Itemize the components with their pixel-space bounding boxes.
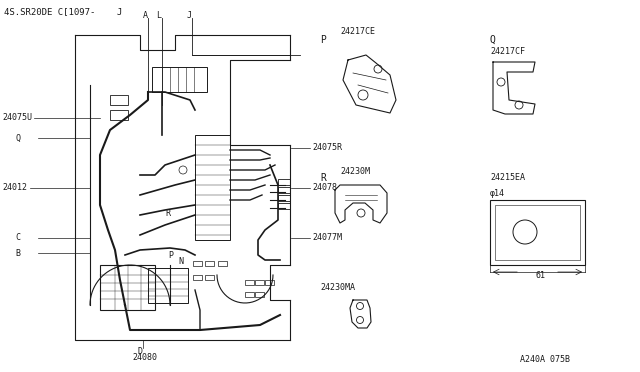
- Bar: [205, 261, 214, 266]
- Bar: [193, 275, 202, 280]
- Text: Q: Q: [490, 35, 496, 45]
- Bar: [255, 280, 264, 285]
- Text: B: B: [15, 248, 20, 257]
- Text: 24075U: 24075U: [2, 113, 32, 122]
- Text: R: R: [320, 173, 326, 183]
- Text: 24217CE: 24217CE: [340, 28, 375, 36]
- Text: A: A: [143, 12, 147, 20]
- Text: L: L: [157, 12, 161, 20]
- Text: J: J: [186, 12, 191, 20]
- Text: 24080: 24080: [132, 353, 157, 362]
- Bar: [255, 292, 264, 297]
- Bar: [245, 292, 254, 297]
- Text: 24230MA: 24230MA: [320, 283, 355, 292]
- Text: 4S.SR20DE C[1097-    J: 4S.SR20DE C[1097- J: [4, 7, 122, 16]
- Bar: [495, 205, 580, 260]
- Text: P: P: [168, 250, 173, 260]
- Bar: [205, 275, 214, 280]
- Bar: [152, 67, 207, 92]
- Text: C: C: [15, 234, 20, 243]
- Text: 24075R: 24075R: [312, 144, 342, 153]
- Text: 24078: 24078: [312, 183, 337, 192]
- Text: D: D: [138, 347, 143, 356]
- Bar: [490, 200, 585, 265]
- Bar: [315, 0, 640, 372]
- Text: R: R: [165, 208, 170, 218]
- Text: Q: Q: [15, 134, 20, 142]
- Bar: [110, 95, 128, 105]
- Bar: [278, 195, 290, 201]
- Bar: [278, 179, 290, 185]
- Text: 24077M: 24077M: [312, 234, 342, 243]
- Text: 24012: 24012: [2, 183, 27, 192]
- Text: 24215EA: 24215EA: [490, 173, 525, 183]
- Bar: [245, 280, 254, 285]
- Text: 61: 61: [535, 272, 545, 280]
- Text: P: P: [320, 35, 326, 45]
- Bar: [110, 110, 128, 120]
- Bar: [278, 187, 290, 193]
- Text: φ14: φ14: [490, 189, 505, 198]
- Bar: [193, 261, 202, 266]
- Text: 24217CF: 24217CF: [490, 48, 525, 57]
- Text: A240A 075B: A240A 075B: [520, 356, 570, 365]
- Text: 24230M: 24230M: [340, 167, 370, 176]
- Bar: [100, 265, 155, 310]
- Bar: [148, 268, 188, 303]
- Text: N: N: [178, 257, 183, 266]
- Bar: [278, 203, 290, 209]
- Bar: [265, 280, 274, 285]
- Bar: [195, 135, 230, 240]
- Bar: [218, 261, 227, 266]
